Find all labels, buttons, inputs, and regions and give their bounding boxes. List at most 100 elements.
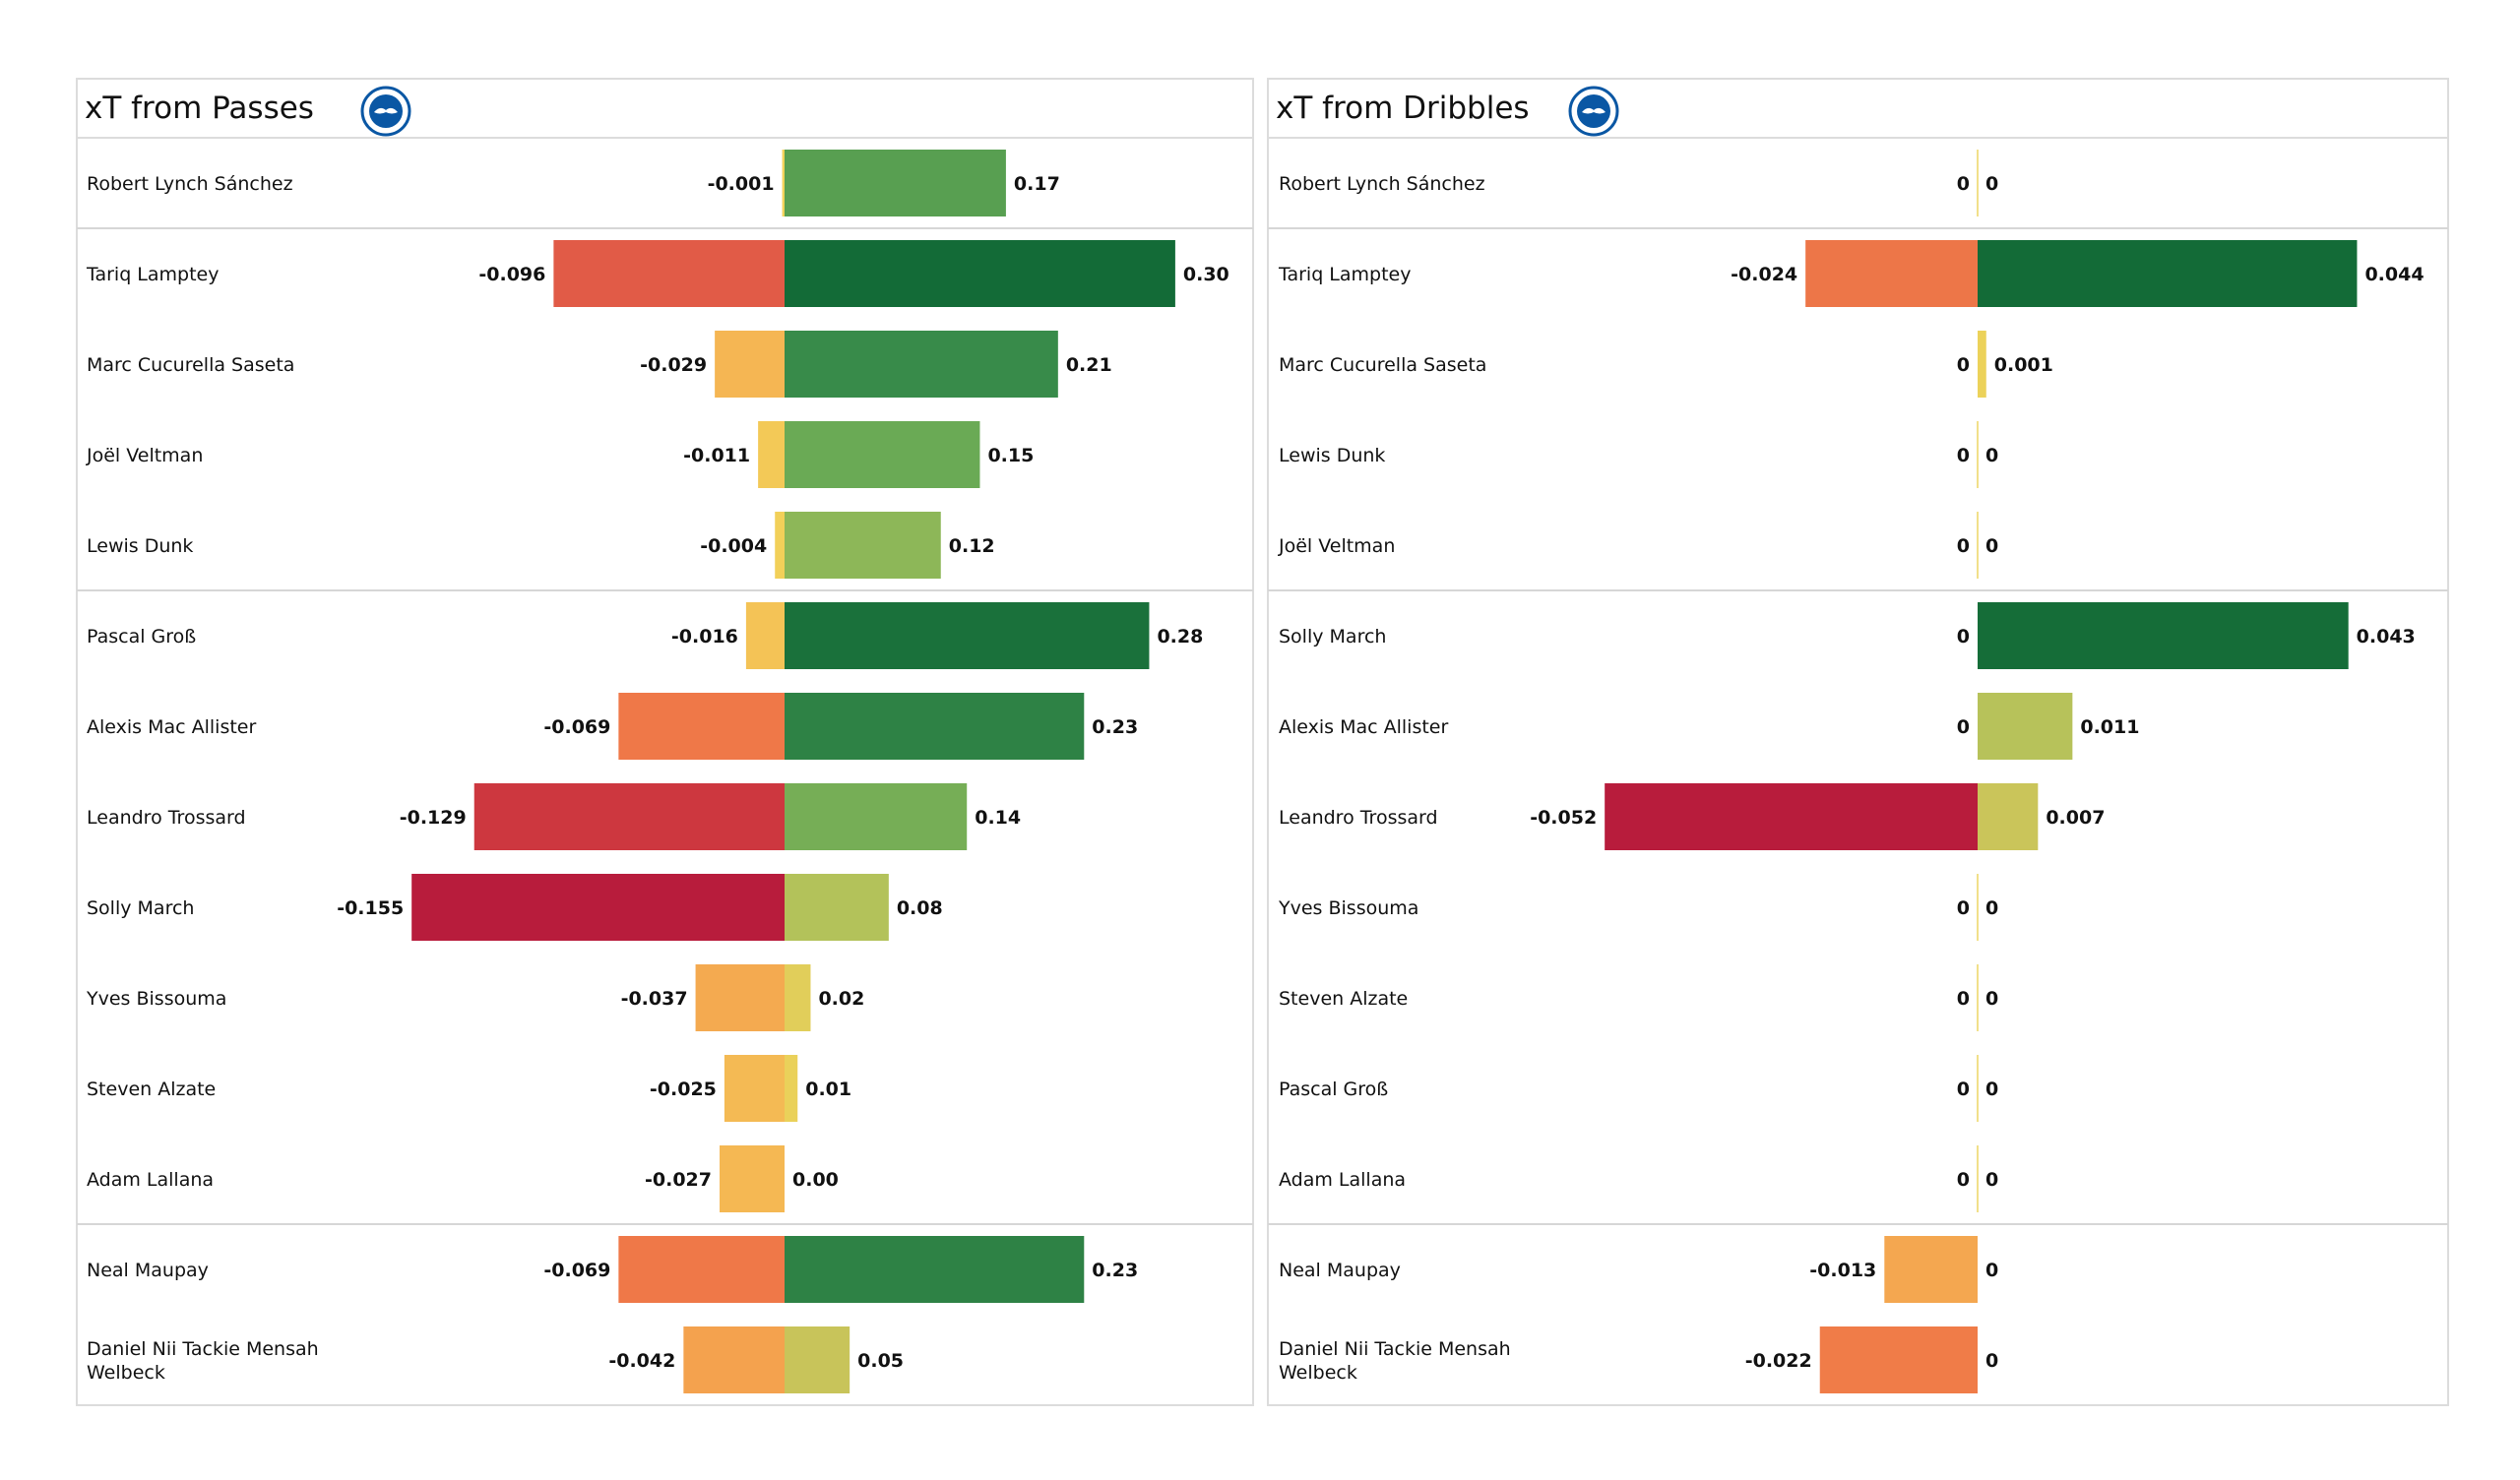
negative-value-label: -0.052 [1530,807,1597,829]
positive-bar [785,240,1175,307]
seagull-icon [1582,107,1606,114]
player-name: Adam Lallana [87,1169,214,1191]
seagull-icon [374,107,398,114]
negative-bar [1884,1236,1978,1303]
negative-value-label: -0.129 [400,807,467,829]
name-line: Welbeck [1279,1362,1357,1384]
name-line: Daniel Nii Tackie Mensah [1279,1338,1511,1360]
player-name: Steven Alzate [1279,988,1408,1010]
positive-bar [1978,602,2349,669]
chart-row: Pascal Groß 0 0 [1279,1055,1998,1122]
positive-bar [785,512,941,579]
chart-row: Pascal Groß -0.016 0.28 [87,602,1203,669]
chart-row: Robert Lynch Sánchez 0 0 [1279,150,1998,216]
player-name: Neal Maupay [1279,1260,1401,1281]
chart-row: Adam Lallana 0 0 [1279,1145,1998,1212]
negative-value-label: -0.069 [543,1260,610,1281]
player-name: Pascal Groß [1279,1079,1388,1100]
player-name: Daniel Nii Tackie Mensah Welbeck [1279,1338,1511,1384]
chart-row: Robert Lynch Sánchez -0.001 0.17 [87,150,1060,216]
name-line: Daniel Nii Tackie Mensah [87,1338,319,1360]
negative-bar [745,602,785,669]
negative-bar [758,421,785,488]
chart-row: Joël Veltman 0 0 [1278,512,1998,579]
negative-value-label: -0.004 [700,535,767,557]
positive-bar [785,783,968,850]
positive-bar [785,874,889,941]
positive-bar [1978,693,2073,760]
negative-bar [553,240,785,307]
player-name: Joël Veltman [86,445,203,466]
player-name: Joël Veltman [1278,535,1395,557]
positive-value-label: 0.23 [1092,1260,1138,1281]
negative-value-label: -0.001 [708,173,775,195]
chart-row: Daniel Nii Tackie Mensah Welbeck -0.042 0.0… [87,1326,904,1393]
positive-value-label: 0 [1985,1079,1998,1100]
chart-row: Tariq Lamptey -0.096 0.30 [86,240,1229,307]
player-name: Neal Maupay [87,1260,209,1281]
chart-row: Adam Lallana -0.027 0.00 [87,1145,839,1212]
positive-bar [785,1236,1085,1303]
positive-value-label: 0.007 [2046,807,2105,829]
negative-value-label: 0 [1957,1079,1970,1100]
player-name: Alexis Mac Allister [87,716,256,738]
positive-value-label: 0.28 [1157,626,1203,648]
negative-bar [1805,240,1978,307]
negative-bar [695,964,785,1031]
positive-bar [785,602,1150,669]
panel-title: xT from Passes [85,91,314,126]
positive-value-label: 0.14 [975,807,1021,829]
negative-bar [775,512,785,579]
positive-value-label: 0.00 [792,1169,839,1191]
negative-bar [724,1055,785,1122]
player-name: Steven Alzate [87,1079,216,1100]
negative-value-label: 0 [1957,1169,1970,1191]
positive-value-label: 0 [1985,173,1998,195]
chart-row: Solly March -0.155 0.08 [87,874,943,941]
brighton-crest-logo [1568,86,1619,137]
negative-bar [1605,783,1978,850]
positive-value-label: 0.001 [1994,354,2053,376]
chart-row: Tariq Lamptey -0.024 0.044 [1278,240,2425,307]
negative-bar [618,693,785,760]
negative-value-label: -0.069 [543,716,610,738]
positive-value-label: 0.23 [1092,716,1138,738]
chart-row: Steven Alzate -0.025 0.01 [87,1055,851,1122]
negative-value-label: 0 [1957,173,1970,195]
negative-value-label: -0.022 [1745,1350,1812,1372]
player-name: Alexis Mac Allister [1279,716,1448,738]
player-name: Tariq Lamptey [1278,264,1411,285]
brighton-crest-logo [360,86,411,137]
negative-value-label: 0 [1957,535,1970,557]
positive-value-label: 0.21 [1066,354,1112,376]
positive-value-label: 0.044 [2364,264,2424,285]
chart-row: Neal Maupay -0.013 0 [1279,1236,1998,1303]
passes-panel: xT from Passes Robert Lynch Sánchez -0.001… [76,78,1254,1406]
chart-row: Yves Bissouma -0.037 0.02 [86,964,864,1031]
chart-row: Alexis Mac Allister -0.069 0.23 [87,693,1138,760]
chart-row: Neal Maupay -0.069 0.23 [87,1236,1138,1303]
player-name: Pascal Groß [87,626,196,648]
positive-value-label: 0.05 [857,1350,904,1372]
positive-value-label: 0.12 [949,535,995,557]
negative-value-label: -0.155 [337,897,404,919]
negative-bar [473,783,785,850]
negative-value-label: 0 [1957,897,1970,919]
positive-value-label: 0 [1985,988,1998,1010]
chart-row: Leandro Trossard -0.052 0.007 [1279,783,2105,850]
player-name: Yves Bissouma [86,988,226,1010]
player-name: Leandro Trossard [87,807,246,829]
positive-value-label: 0.02 [818,988,864,1010]
positive-value-label: 0 [1985,535,1998,557]
player-name: Robert Lynch Sánchez [1279,173,1485,195]
positive-value-label: 0 [1985,1350,1998,1372]
negative-value-label: -0.016 [671,626,738,648]
chart-row: Solly March 0 0.043 [1279,602,2416,669]
chart-row: Daniel Nii Tackie Mensah Welbeck -0.022 0 [1279,1326,1998,1393]
negative-value-label: 0 [1957,354,1970,376]
negative-value-label: 0 [1957,626,1970,648]
player-name: Solly March [1279,626,1386,648]
player-name: Adam Lallana [1279,1169,1406,1191]
